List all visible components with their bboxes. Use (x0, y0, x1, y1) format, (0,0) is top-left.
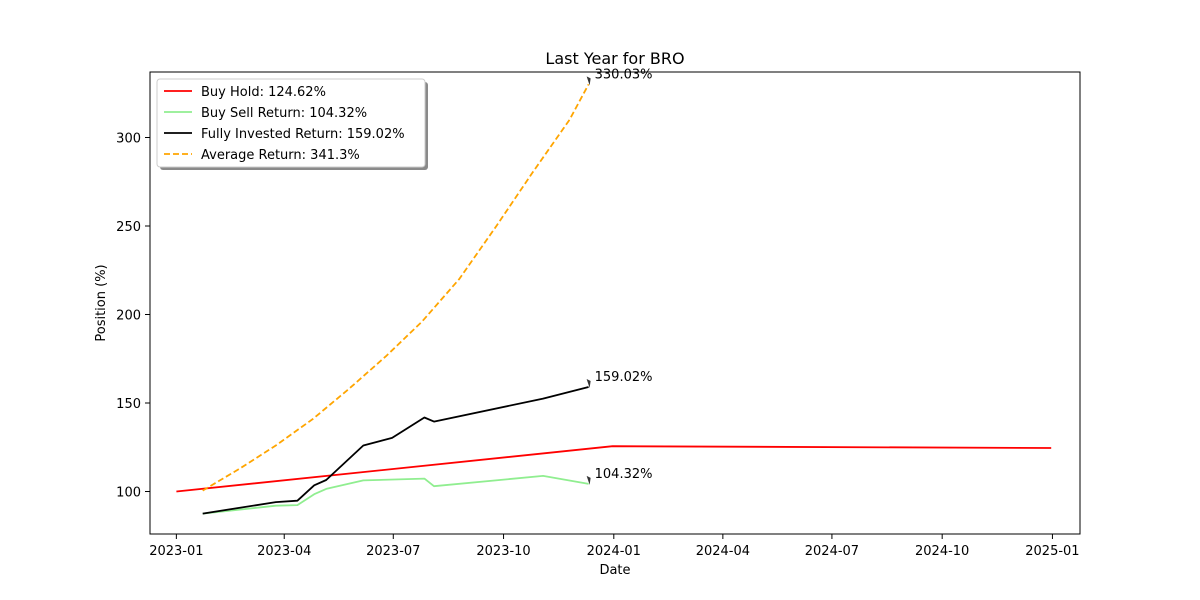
x-tick-label: 2024-07 (805, 544, 859, 559)
series-line-0 (176, 445, 1052, 493)
annotation-arrow (586, 76, 591, 86)
annotation-label: 104.32% (595, 467, 653, 482)
legend-label: Buy Sell Return: 104.32% (201, 106, 367, 121)
x-tick-label: 2024-04 (696, 544, 750, 559)
y-tick-label: 100 (116, 486, 141, 501)
y-tick-label: 300 (116, 131, 141, 146)
legend-label: Buy Hold: 124.62% (201, 85, 326, 100)
x-tick-label: 2024-01 (587, 544, 641, 559)
y-axis: 100 150 200 250 300 (116, 131, 150, 501)
legend: Buy Hold: 124.62% Buy Sell Return: 104.32… (156, 78, 428, 170)
annotation-label: 330.03% (595, 67, 653, 82)
x-tick-label: 2023-07 (366, 544, 420, 559)
annotation-arrow (586, 475, 591, 485)
annotation-arrow (586, 379, 591, 389)
series-line-1 (202, 474, 589, 515)
annotation-layer: 330.03% 159.02% 104.32% (586, 67, 653, 485)
y-tick-label: 200 (116, 309, 141, 324)
series-line-3 (202, 83, 590, 492)
y-tick-label: 150 (116, 397, 141, 412)
legend-label: Average Return: 341.3% (201, 148, 360, 163)
x-tick-label: 2025-01 (1025, 544, 1079, 559)
x-tick-label: 2023-10 (476, 544, 530, 559)
chart-title: Last Year for BRO (545, 49, 684, 68)
x-tick-label: 2024-10 (915, 544, 969, 559)
legend-label: Fully Invested Return: 159.02% (201, 127, 405, 142)
y-tick-label: 250 (116, 220, 141, 235)
annotation-label: 159.02% (595, 370, 653, 385)
x-tick-label: 2023-01 (149, 544, 203, 559)
series-line-2 (202, 386, 589, 515)
x-axis-label: Date (599, 563, 630, 578)
y-axis-label: Position (%) (94, 264, 109, 341)
x-axis: 2023-01 2023-04 2023-07 2023-10 2024-01 2024-… (149, 534, 1080, 559)
series-layer (176, 83, 1052, 515)
x-tick-label: 2023-04 (257, 544, 311, 559)
plot-frame (149, 71, 1081, 535)
legend-box (156, 78, 426, 168)
